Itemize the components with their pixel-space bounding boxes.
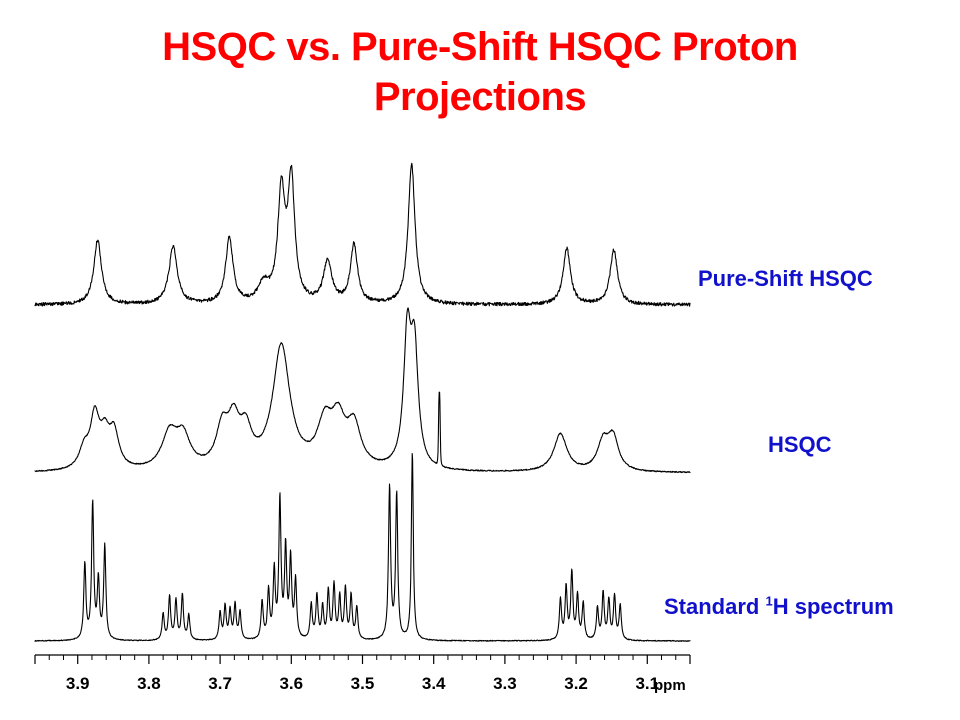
axis-tick-label: 3.1: [635, 674, 660, 693]
trace-label-pure-shift-hsqc: Pure-Shift HSQC: [698, 266, 873, 291]
spectra-traces: [34, 162, 691, 642]
axis-unit-label: ppm: [654, 677, 686, 694]
axis-tick-label: 3.5: [350, 674, 375, 693]
spectrum-trace-pure-shift-hsqc: [34, 162, 691, 307]
ppm-axis: [34, 654, 691, 664]
page-title: HSQC vs. Pure-Shift HSQC Proton Projecti…: [162, 25, 798, 119]
axis-tick-label: 3.2: [564, 674, 588, 693]
axis-tick-label: 3.6: [279, 674, 304, 693]
standard-label-suffix: H spectrum: [772, 594, 894, 619]
standard-label-superscript: 1: [765, 593, 773, 609]
standard-label-prefix: Standard: [664, 594, 766, 619]
axis-tick-label: 3.7: [208, 674, 232, 693]
axis-tick-label: 3.4: [421, 674, 446, 693]
spectrum-trace-hsqc: [34, 307, 691, 474]
axis-tick-label: 3.9: [65, 674, 90, 693]
trace-label-hsqc: HSQC: [768, 432, 832, 457]
axis-tick-label: 3.8: [137, 674, 161, 693]
trace-label-standard-proton: Standard 1H spectrum: [664, 594, 894, 620]
spectrum-trace-standard-1h: [34, 452, 691, 642]
axis-tick-label: 3.3: [493, 674, 517, 693]
